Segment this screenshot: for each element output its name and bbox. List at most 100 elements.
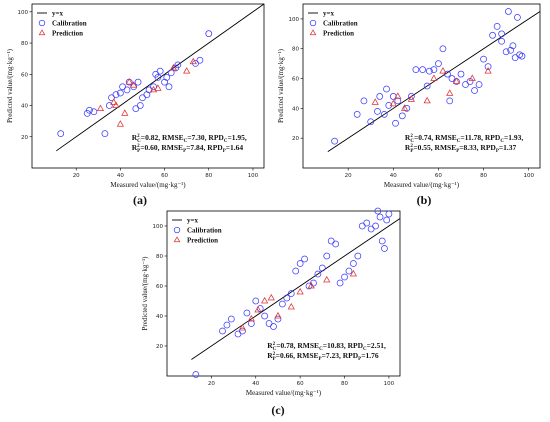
calibration-point: [227, 315, 235, 323]
calibration-point: [475, 81, 483, 88]
prediction-point: [110, 98, 118, 105]
calibration-point: [367, 118, 375, 126]
x-tick-label: 40: [390, 173, 397, 179]
calibration-point: [139, 94, 146, 102]
calibration-point: [279, 300, 286, 308]
y-axis-label: Predicted value/(mg·kg⁻¹): [277, 48, 285, 123]
calibration-point: [108, 94, 115, 102]
calibration-point: [265, 320, 273, 327]
metrics-annotation: R2 P=0.55, RMSEP=8.33, RPDP=1.37: [405, 143, 517, 154]
plot-frame: [166, 210, 401, 377]
x-tick-label: 100: [523, 173, 534, 179]
calibration-point: [314, 270, 322, 278]
legend-prediction-marker: [38, 29, 46, 36]
calibration-point: [223, 321, 231, 329]
calibration-point: [243, 309, 251, 317]
x-tick-label: 80: [480, 173, 487, 179]
x-tick-label: 20: [208, 381, 215, 387]
calibration-point: [419, 66, 427, 73]
x-tick-label: 60: [435, 173, 442, 179]
y-tick-label: 20: [21, 135, 28, 141]
x-tick-label: 60: [297, 381, 304, 387]
calibration-point: [394, 97, 402, 105]
calibration-point: [205, 30, 213, 38]
prediction-point: [484, 67, 492, 74]
calibration-point: [376, 93, 384, 100]
x-tick-label: 100: [248, 173, 259, 179]
legend-label: Prediction: [52, 30, 83, 38]
x-tick-label: 40: [252, 381, 259, 387]
calibration-point: [412, 66, 420, 73]
calibration-point: [367, 225, 375, 233]
chart-panel-3: 20 40 60 80 100 20 40 60 80 100 Measured value/(mg…: [141, 207, 401, 417]
calibration-point: [143, 91, 151, 98]
legend-label: y=x: [187, 217, 198, 225]
calibration-point: [296, 260, 304, 267]
y-tick-label: 80: [292, 47, 299, 53]
prediction-point: [452, 77, 461, 84]
calibration-point: [274, 315, 282, 323]
calibration-point: [493, 22, 501, 30]
y-tick-label: 20: [292, 136, 299, 142]
calibration-point: [446, 97, 454, 105]
calibration-point: [57, 130, 65, 138]
calibration-point: [498, 37, 506, 45]
y-tick-label: 60: [156, 284, 163, 290]
prediction-point: [254, 305, 262, 313]
prediction-point: [169, 63, 178, 71]
prediction-point: [307, 281, 315, 289]
calibration-point: [132, 105, 140, 113]
calibration-point: [112, 91, 120, 98]
legend-calibration-marker: [38, 19, 46, 27]
calibration-point: [383, 85, 390, 93]
chart-panel-1: 20 40 60 80 100 20 40 60 80 100 Measured value/(mg…: [6, 3, 265, 207]
calibration-point: [134, 78, 142, 86]
calibration-point: [407, 93, 415, 100]
calibration-point: [301, 255, 308, 263]
x-tick-label: 20: [73, 173, 80, 179]
calibration-point: [292, 267, 300, 275]
chart-panel-2: 20 40 60 80 100 20 40 60 80 100 Measured value/(mg…: [277, 3, 541, 207]
calibration-point: [105, 102, 113, 109]
prediction-point: [430, 74, 438, 81]
legend-label: Prediction: [323, 30, 354, 38]
subfigure-label: (b): [417, 193, 432, 207]
calibration-point: [498, 30, 506, 38]
calibration-point: [439, 45, 447, 53]
calibration-point: [90, 108, 98, 116]
calibration-point: [192, 59, 199, 67]
prediction-point: [261, 296, 269, 304]
y-axis-label: Predicted value/(mg·kg⁻¹): [141, 256, 149, 331]
calibration-point: [385, 102, 393, 109]
reference-line-y-equals-x: [327, 11, 541, 152]
legend-prediction-marker: [173, 236, 181, 243]
calibration-point: [374, 107, 381, 115]
calibration-point: [502, 48, 510, 56]
prediction-point: [238, 323, 247, 331]
plot-frame: [31, 3, 265, 169]
calibration-point: [385, 210, 393, 218]
legend-label: y=x: [52, 10, 63, 18]
calibration-point: [252, 297, 260, 305]
prediction-point: [394, 92, 402, 99]
y-tick-label: 20: [156, 344, 163, 350]
y-tick-label: 100: [289, 17, 300, 23]
metrics-annotation: R2 C=0.78, RMSEC=10.83, RPDC=2.51,: [267, 341, 386, 352]
calibration-point: [101, 130, 109, 138]
y-tick-label: 100: [18, 10, 29, 16]
prediction-point: [189, 57, 197, 65]
calibration-point: [150, 83, 157, 91]
calibration-point: [136, 102, 144, 109]
y-tick-label: 80: [21, 41, 28, 47]
calibration-point: [448, 75, 456, 82]
calibration-point: [484, 63, 492, 70]
y-tick-label: 40: [21, 104, 28, 110]
calibration-point: [354, 252, 362, 260]
x-tick-label: 20: [345, 173, 352, 179]
calibration-point: [156, 67, 164, 75]
calibration-point: [327, 237, 335, 245]
prediction-point: [287, 302, 295, 310]
calibration-point: [117, 89, 124, 97]
metrics-annotation: R2 C=0.74, RMSEC=11.78, RPDC=1.93,: [405, 133, 523, 144]
y-tick-label: 80: [156, 254, 163, 260]
